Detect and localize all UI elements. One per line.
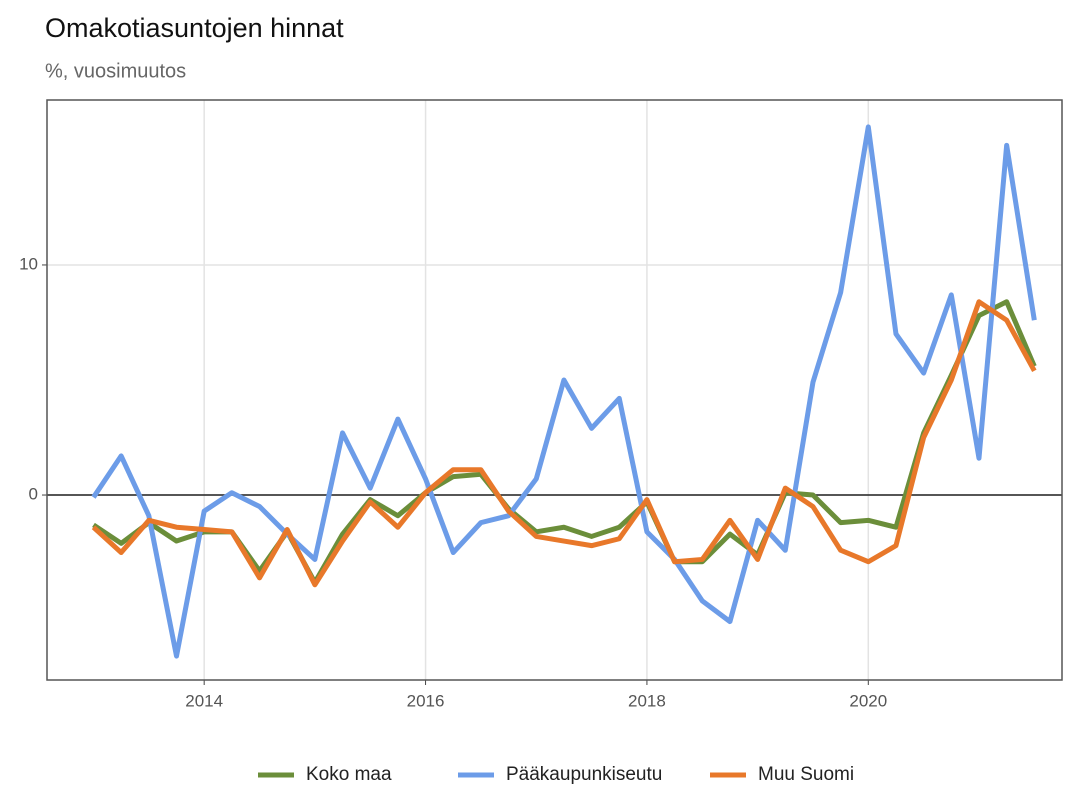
chart-subtitle: %, vuosimuutos	[45, 60, 186, 82]
legend-label: Muu Suomi	[758, 764, 854, 785]
plot-border	[46, 99, 1063, 681]
chart-title: Omakotiasuntojen hinnat	[45, 13, 344, 43]
y-tick-label: 0	[29, 485, 38, 504]
legend-label: Koko maa	[306, 764, 392, 785]
x-tick-label: 2018	[628, 691, 666, 710]
series-line	[91, 299, 1037, 588]
legend-label: Pääkaupunkiseutu	[506, 764, 662, 785]
x-tick-label: 2014	[185, 691, 223, 710]
x-tick-label: 2020	[849, 691, 887, 710]
series-line	[91, 124, 1037, 659]
x-tick-label: 2016	[407, 691, 445, 710]
y-tick-label: 10	[19, 254, 38, 273]
